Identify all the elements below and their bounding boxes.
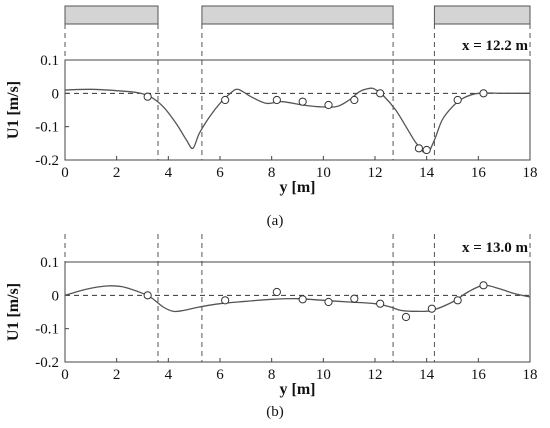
x-tick-label: 8: [268, 367, 276, 383]
y-tick-label: 0: [52, 86, 60, 102]
x-tick-label: 4: [165, 165, 173, 181]
x-ticks: 0 2 4 6 8 10 12 14 16 18: [61, 358, 538, 383]
panel-annotation: x = 13.0 m: [462, 240, 529, 256]
y-tick-label: -0.2: [35, 355, 59, 371]
plot-area: [64, 261, 531, 363]
x-tick-label: 2: [113, 165, 121, 181]
measurement-point: [298, 97, 307, 106]
y-tick-label: 0: [52, 288, 60, 304]
measurement-point: [422, 145, 431, 155]
x-tick-label: 12: [368, 165, 383, 181]
measurement-point: [298, 295, 307, 304]
measurement-point: [479, 281, 488, 290]
x-axis-label: y [m]: [280, 381, 316, 398]
measurement-point: [350, 95, 359, 105]
divider-lines: [64, 24, 531, 160]
x-tick-label: 6: [216, 367, 224, 383]
y-tick-label: -0.1: [35, 322, 59, 338]
measurement-point: [427, 304, 436, 313]
road-bar: [64, 5, 159, 25]
measurement-point: [453, 95, 462, 105]
measurement-point: [376, 299, 385, 308]
model-curve-line: [64, 87, 530, 154]
panel-annotation: x = 12.2 m: [462, 38, 529, 54]
measurement-point: [221, 296, 230, 305]
panel-caption: (b): [266, 404, 284, 420]
measurement-point: [221, 95, 230, 105]
road-bars: [64, 5, 531, 25]
panel-b: 0 2 4 6 8 10 12 14 16 18 0.10-0.1-0.2 x = 13.0 m …: [5, 234, 538, 420]
road-bar: [433, 5, 531, 25]
x-tick-label: 18: [523, 367, 538, 383]
divider-lines: [64, 234, 531, 362]
y-tick-label: 0.1: [40, 255, 59, 271]
y-axis-label: U1 [m/s]: [5, 81, 22, 139]
x-tick-label: 14: [419, 165, 435, 181]
x-axis-label: y [m]: [280, 179, 316, 196]
x-tick-label: 2: [113, 367, 121, 383]
x-ticks: 0 2 4 6 8 10 12 14 16 18: [61, 156, 538, 181]
measurement-points: [143, 281, 488, 322]
model-curve: [64, 87, 530, 154]
y-tick-label: 0.1: [40, 53, 59, 69]
y-tick-label: -0.2: [35, 153, 59, 169]
model-curve: [64, 284, 531, 313]
y-tick-label: -0.1: [35, 120, 59, 136]
measurement-point: [324, 297, 333, 307]
measurement-point: [453, 296, 462, 305]
measurement-point: [414, 144, 424, 153]
y-axis-label: U1 [m/s]: [5, 283, 22, 341]
x-tick-label: 6: [216, 165, 224, 181]
x-tick-label: 10: [316, 367, 331, 383]
x-tick-label: 8: [268, 165, 276, 181]
measurement-points: [143, 89, 488, 155]
y-ticks: 0.1 0 -0.1 -0.2: [35, 255, 69, 371]
measurement-point: [272, 95, 281, 105]
x-tick-label: 14: [419, 367, 435, 383]
y-ticks: 0.1 0 -0.1 -0.2: [35, 53, 69, 169]
x-tick-label: 16: [471, 367, 487, 383]
panel-caption: (a): [267, 213, 284, 229]
measurement-point: [272, 287, 281, 297]
measurement-point: [376, 89, 385, 98]
measurement-point: [143, 291, 152, 300]
measurement-point: [324, 100, 333, 110]
plot-area: [64, 59, 531, 161]
x-tick-label: 12: [368, 367, 383, 383]
x-tick-label: 0: [61, 165, 69, 181]
x-tick-label: 0: [61, 367, 69, 383]
panel-a: 0 2 4 6 8 10 12 14 16 18 0.10-0.1-0.2 x = 12.2 m …: [5, 5, 538, 229]
road-bar: [201, 5, 394, 25]
x-tick-label: 4: [165, 367, 173, 383]
x-tick-label: 18: [523, 165, 538, 181]
x-tick-label: 10: [316, 165, 331, 181]
measurement-point: [479, 89, 488, 98]
measurement-point: [143, 92, 152, 101]
model-curve-line: [64, 284, 531, 313]
measurement-point: [401, 312, 411, 322]
measurement-point: [350, 294, 359, 303]
x-tick-label: 16: [471, 165, 487, 181]
